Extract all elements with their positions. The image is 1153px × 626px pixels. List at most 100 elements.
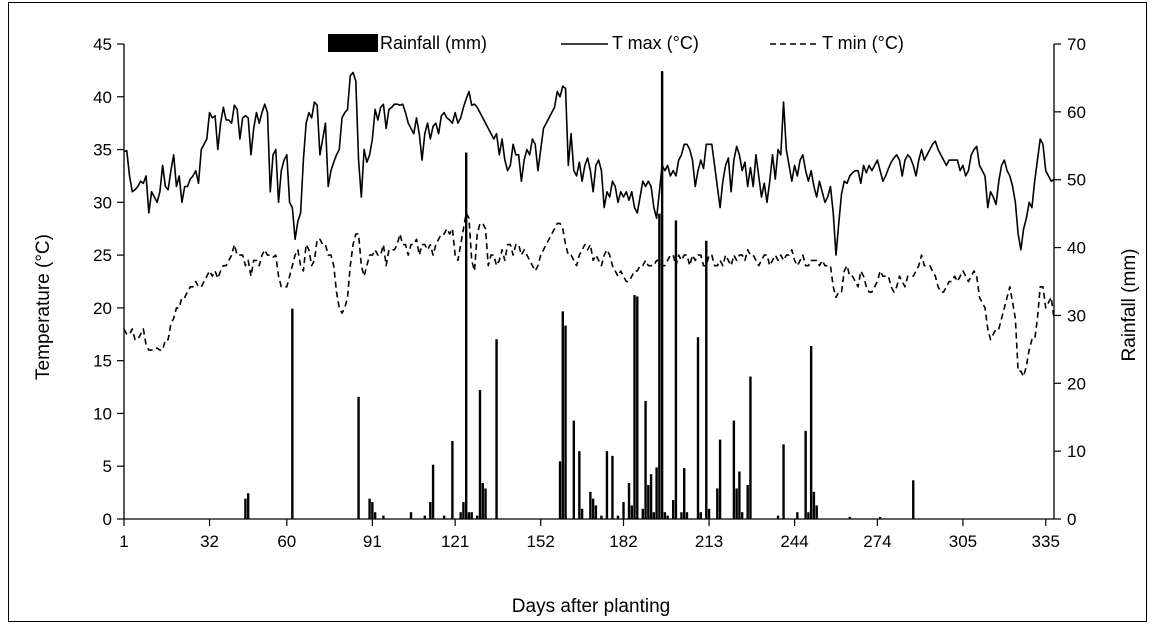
rainfall-bar	[459, 512, 462, 519]
rainfall-bar	[796, 512, 799, 519]
rainfall-bar	[807, 512, 810, 519]
rainfall-bar	[594, 505, 598, 519]
rainfall-bar	[580, 508, 584, 519]
rainfall-bar	[371, 502, 374, 519]
rainfall-bar	[600, 515, 603, 519]
rainfall-bar	[429, 502, 432, 519]
y-right-tick-label: 20	[1067, 374, 1086, 393]
x-tick-label: 213	[695, 532, 723, 551]
y-left-tick-label: 0	[103, 510, 112, 529]
x-tick-label: 91	[363, 532, 382, 551]
rainfall-bar	[605, 451, 609, 519]
y-left-tick-label: 5	[103, 457, 112, 476]
rainfall-bars	[244, 71, 915, 520]
rainfall-bar	[467, 512, 471, 519]
rainfall-bar	[431, 464, 435, 519]
y-left-tick-label: 30	[93, 193, 112, 212]
rainfall-bar	[484, 488, 487, 519]
rainfall-bar	[291, 308, 294, 519]
y-right-tick-label: 50	[1067, 171, 1086, 190]
rainfall-bar	[244, 498, 247, 519]
y-left-tick-label: 25	[93, 246, 112, 265]
x-tick-label: 182	[609, 532, 637, 551]
rainfall-bar	[442, 515, 446, 519]
rainfall-bar	[591, 498, 595, 519]
rainfall-bar	[740, 512, 744, 519]
x-tick-label: 274	[863, 532, 891, 551]
rainfall-bar	[572, 420, 576, 519]
rainfall-bar	[718, 439, 722, 519]
rainfall-bar	[735, 488, 738, 519]
y-right-tick-label: 70	[1067, 35, 1086, 54]
legend-rainfall-label: Rainfall (mm)	[380, 33, 487, 53]
rainfall-bar	[696, 337, 700, 519]
rainfall-bar	[878, 516, 882, 519]
rainfall-bar	[495, 339, 498, 519]
tmax-line	[123, 71, 1055, 256]
x-tick-label: 121	[441, 532, 469, 551]
rainfall-bar	[409, 512, 413, 519]
x-tick-label: 335	[1032, 532, 1060, 551]
rainfall-bar	[423, 515, 426, 519]
rainfall-bar	[705, 240, 708, 520]
rainfall-bar	[746, 485, 749, 519]
legend-rainfall-swatch	[328, 34, 378, 52]
rainfall-bar	[630, 505, 633, 519]
rainfall-bar	[776, 515, 780, 519]
rainfall-bar	[478, 390, 482, 519]
rainfall-bar	[782, 444, 785, 519]
rainfall-bar	[666, 515, 669, 519]
rainfall-bar	[633, 295, 636, 519]
axes: 1 32 60 91 121 152 182 213 244 274 305 335 0 5 10 15 20 2…	[93, 35, 1086, 551]
rainfall-bar	[481, 483, 484, 519]
legend-tmin-label: T min (°C)	[822, 33, 904, 53]
rainfall-bar	[578, 451, 581, 519]
rainfall-bar	[616, 515, 620, 519]
temperature-lines	[123, 71, 1055, 378]
legend-tmax-label: T max (°C)	[612, 33, 699, 53]
rainfall-bar	[848, 516, 851, 519]
x-tick-label: 305	[949, 532, 977, 551]
x-axis-title: Days after planting	[512, 596, 670, 617]
rainfall-bar	[644, 400, 647, 519]
y-right-tick-label: 60	[1067, 103, 1086, 122]
rainfall-bar	[699, 512, 702, 519]
rainfall-bar	[476, 515, 479, 519]
x-tick-label: 152	[527, 532, 555, 551]
tmin-line	[123, 212, 1055, 378]
x-tick-label: 1	[119, 532, 128, 551]
rainfall-bar	[671, 500, 675, 519]
rainfall-bar	[451, 440, 454, 519]
rainfall-bar	[589, 491, 592, 519]
rainfall-bar	[649, 474, 653, 519]
rainfall-bar	[707, 508, 711, 519]
rainfall-bar	[655, 467, 658, 519]
rainfall-bar	[658, 213, 661, 519]
y-left-tick-label: 40	[93, 88, 112, 107]
rainfall-bar	[368, 498, 371, 519]
rainfall-bar	[622, 502, 625, 519]
rainfall-bar	[660, 71, 664, 519]
rainfall-bar	[749, 376, 752, 519]
rainfall-bar	[561, 311, 564, 519]
y-left-tick-label: 15	[93, 352, 112, 371]
rainfall-bar	[564, 325, 567, 519]
rainfall-bar	[732, 420, 736, 519]
rainfall-bar	[647, 485, 650, 519]
y-axis-left-title: Temperature (°C)	[33, 234, 54, 380]
y-axis-right-title: Rainfall (mm)	[1119, 249, 1140, 362]
chart: Rainfall (mm) T max (°C) T min (°C) Days…	[33, 33, 1140, 617]
rainfall-bar	[470, 512, 473, 519]
rainfall-bar	[674, 220, 678, 519]
x-tick-label: 32	[200, 532, 219, 551]
rainfall-bar	[641, 508, 645, 519]
rainfall-bar	[611, 455, 614, 519]
rainfall-bar	[685, 512, 689, 519]
rainfall-bar	[738, 471, 741, 519]
rainfall-bar	[246, 493, 250, 519]
y-left-tick-label: 45	[93, 35, 112, 54]
rainfall-bar	[382, 515, 385, 519]
y-right-tick-label: 10	[1067, 442, 1086, 461]
rainfall-bar	[812, 491, 816, 519]
x-tick-label: 60	[277, 532, 296, 551]
